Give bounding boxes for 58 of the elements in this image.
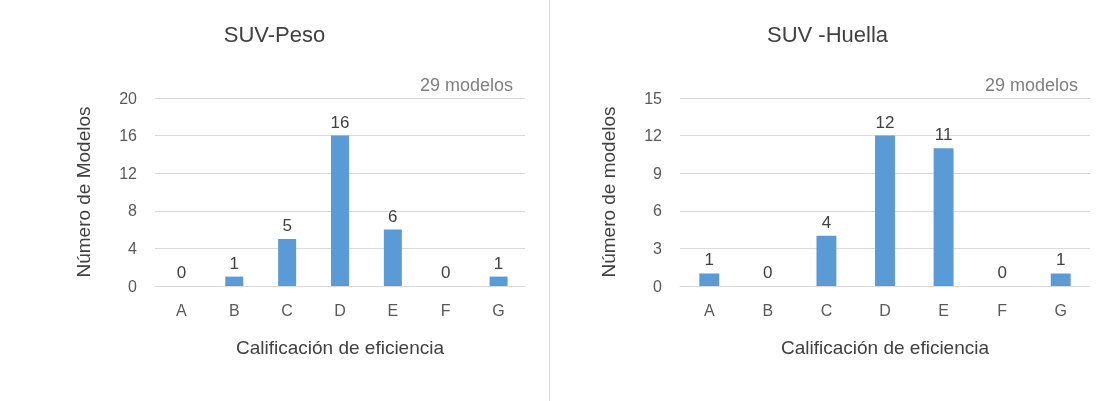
text: 29 modelos [419,75,513,95]
y-tick-label: 20 [119,89,138,107]
data-label: 1 [229,253,240,273]
x-tick-label: A [703,301,715,319]
data-label: 6 [388,206,398,226]
chart-title: SUV -Huella [766,21,889,47]
x-tick-label: G [492,301,505,319]
data-label: 0 [997,263,1007,282]
x-tick-label: E [387,301,399,319]
y-tick-label: 16 [119,127,138,145]
y-tick-label: 3 [653,239,663,257]
y-tick-label: 0 [128,277,138,295]
bar [225,276,244,286]
x-tick-label: C [281,301,293,319]
y-tick-label: 6 [653,202,663,220]
y-tick-label: 12 [644,127,663,145]
bar [933,148,954,286]
data-label: 1 [1055,250,1066,270]
x-tick-label: F [440,301,451,319]
y-tick-label: 9 [653,164,663,182]
data-label: 0 [440,263,451,282]
x-tick-label: E [938,301,949,319]
x-tick-label: F [997,301,1008,319]
x-axis-title: Calificación de eficiencia [780,337,990,358]
y-axis-title: Número de Modelos [73,106,94,278]
x-tick-label: D [334,301,346,319]
x-tick-label: A [176,301,188,319]
x-axis-title: Calificación de eficiencia [235,337,445,358]
data-label: 0 [763,263,773,282]
x-tick-label: B [762,301,774,319]
x-tick-label: D [879,301,891,319]
data-label: 11 [934,125,953,145]
data-label: 16 [330,112,350,132]
x-tick-label: C [820,301,833,319]
y-axis-title: Número de modelos [598,106,619,278]
data-label: 4 [821,212,832,232]
x-tick-label: G [1054,301,1067,319]
data-label: 5 [282,216,292,235]
y-tick-label: 0 [653,277,663,295]
y-tick-label: 15 [644,89,663,107]
bar [331,135,349,286]
data-label: 1 [493,253,504,273]
bar [1050,273,1071,286]
data-label: 1 [704,250,715,270]
bar [699,273,720,286]
data-label: 12 [875,112,895,132]
chart-title: SUV-Peso [223,21,326,47]
bar [489,276,508,286]
y-tick-label: 4 [128,239,138,257]
y-tick-label: 12 [119,164,138,182]
bar [383,229,402,286]
text: 29 modelos [984,75,1078,95]
bar [875,135,895,286]
bar [278,239,297,286]
data-label: 0 [176,263,187,282]
x-tick-label: B [228,301,240,319]
y-tick-label: 8 [128,202,138,220]
bar [816,235,837,286]
